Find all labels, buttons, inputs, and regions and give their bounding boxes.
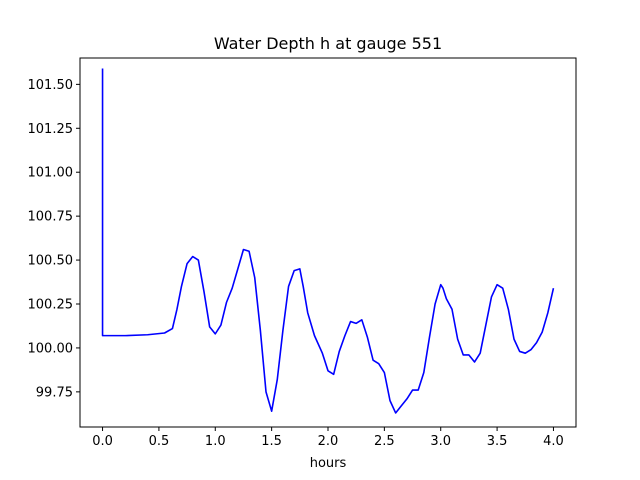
y-tick-label: 100.75: [28, 210, 74, 225]
y-tick-label: 101.00: [28, 166, 74, 181]
x-axis: 0.0 0.5 1.0 1.5 2.0 2.5 3.0 3.5 4.0: [92, 427, 564, 449]
x-tick-label: 1.5: [261, 434, 282, 449]
x-tick-label: 4.0: [543, 434, 564, 449]
y-axis: 99.75 100.00 100.25 100.50 100.75 101.00 101.2…: [28, 78, 80, 400]
y-tick-label: 100.50: [28, 254, 74, 269]
x-tick-label: 3.5: [487, 434, 508, 449]
plot-area: [101, 68, 555, 414]
x-axis-label: hours: [310, 456, 347, 471]
y-tick-label: 99.75: [36, 385, 73, 400]
x-tick-label: 0.5: [149, 434, 170, 449]
x-tick-label: 1.0: [205, 434, 226, 449]
series-line-0: [101, 68, 555, 414]
chart-title: Water Depth h at gauge 551: [214, 34, 442, 53]
y-tick-label: 100.25: [28, 298, 74, 313]
y-tick-label: 100.00: [28, 341, 74, 356]
x-tick-label: 2.0: [318, 434, 339, 449]
x-tick-label: 3.0: [430, 434, 451, 449]
x-tick-label: 0.0: [92, 434, 113, 449]
y-tick-label: 101.25: [28, 122, 74, 137]
x-tick-label: 2.5: [374, 434, 395, 449]
y-tick-label: 101.50: [28, 78, 74, 93]
